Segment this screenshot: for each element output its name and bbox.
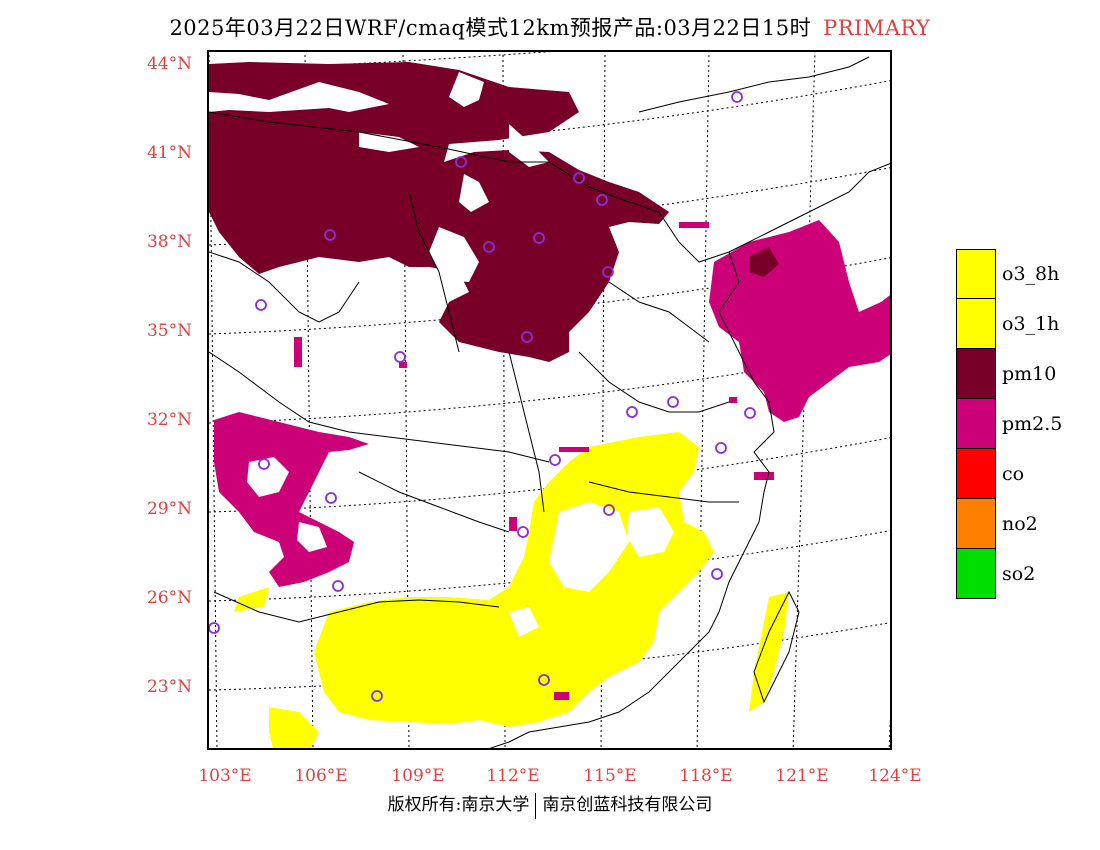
lat-label-44: 44°N	[146, 54, 192, 74]
copyright-left: 版权所有:南京大学	[387, 795, 530, 815]
city-marker	[744, 407, 756, 419]
city-marker	[573, 172, 585, 184]
legend-label: so2	[1002, 563, 1036, 585]
city-marker	[626, 406, 638, 418]
legend-item-pm10: pm10	[956, 349, 1062, 399]
legend: o3_8h o3_1h pm10 pm2.5 co no2 so2	[956, 249, 1062, 599]
legend-swatch	[956, 349, 996, 399]
legend-item-o3-1h: o3_1h	[956, 299, 1062, 349]
legend-item-no2: no2	[956, 499, 1062, 549]
map-canvas	[207, 50, 892, 750]
lon-label-124: 124°E	[868, 766, 922, 786]
city-marker	[332, 580, 344, 592]
legend-swatch	[956, 549, 996, 599]
city-marker	[731, 91, 743, 103]
pm25-region-west	[214, 412, 369, 587]
city-marker	[258, 458, 270, 470]
legend-item-o3-8h: o3_8h	[956, 249, 1062, 299]
legend-swatch	[956, 499, 996, 549]
pm25-region-east	[709, 220, 890, 422]
lat-label-35: 35°N	[146, 321, 192, 341]
lon-label-109: 109°E	[391, 766, 445, 786]
lon-label-121: 121°E	[775, 766, 829, 786]
city-marker	[521, 331, 533, 343]
city-marker	[667, 396, 679, 408]
city-marker	[394, 351, 406, 363]
boundaries	[209, 56, 890, 748]
map-title-text: 2025年03月22日WRF/cmaq模式12km预报产品:03月22日15时	[169, 16, 812, 40]
city-marker	[209, 622, 220, 634]
city-marker	[602, 266, 614, 278]
lat-label-23: 23°N	[146, 677, 192, 697]
copyright-divider	[535, 792, 537, 819]
legend-label: co	[1002, 463, 1025, 485]
city-marker	[603, 504, 615, 516]
lat-label-38: 38°N	[146, 232, 192, 252]
legend-item-so2: so2	[956, 549, 1062, 599]
primary-tag: PRIMARY	[823, 16, 931, 40]
city-marker	[711, 568, 723, 580]
lon-label-112: 112°E	[486, 766, 540, 786]
city-marker	[255, 299, 267, 311]
pm25-gaps-west	[247, 457, 327, 552]
city-marker	[549, 454, 561, 466]
city-marker	[517, 526, 529, 538]
pollution-map	[209, 52, 890, 748]
copyright-right: 南京创蓝科技有限公司	[542, 795, 713, 815]
city-marker	[533, 232, 545, 244]
lat-label-26: 26°N	[146, 588, 192, 608]
city-marker	[455, 156, 467, 168]
city-marker	[324, 229, 336, 241]
legend-label: o3_1h	[1002, 313, 1060, 335]
pm10-spot-east	[749, 247, 779, 277]
lon-label-103: 103°E	[198, 766, 252, 786]
legend-swatch	[956, 299, 996, 349]
pm10-region	[209, 62, 669, 362]
legend-label: no2	[1002, 513, 1038, 535]
lat-label-32: 32°N	[146, 410, 192, 430]
lon-label-106: 106°E	[294, 766, 348, 786]
city-marker	[596, 194, 608, 206]
city-markers	[209, 91, 756, 702]
legend-label: o3_8h	[1002, 263, 1060, 285]
city-marker	[371, 690, 383, 702]
legend-item-pm25: pm2.5	[956, 399, 1062, 449]
lon-label-118: 118°E	[679, 766, 733, 786]
legend-swatch	[956, 399, 996, 449]
legend-item-co: co	[956, 449, 1062, 499]
legend-label: pm2.5	[1002, 413, 1063, 435]
o3-region	[234, 432, 789, 748]
lon-label-115: 115°E	[583, 766, 637, 786]
city-marker	[325, 492, 337, 504]
map-title: 2025年03月22日WRF/cmaq模式12km预报产品:03月22日15时 P…	[0, 12, 1100, 42]
legend-swatch	[956, 449, 996, 499]
lat-label-41: 41°N	[146, 143, 192, 163]
pm10-gaps	[209, 72, 549, 282]
city-marker	[538, 674, 550, 686]
legend-label: pm10	[1002, 363, 1057, 385]
legend-swatch	[956, 249, 996, 299]
city-marker	[483, 241, 495, 253]
o3-gaps	[509, 502, 674, 637]
pm25-dots	[294, 222, 774, 700]
city-marker	[715, 442, 727, 454]
copyright: 版权所有:南京大学 南京创蓝科技有限公司	[0, 790, 1100, 819]
lat-label-29: 29°N	[146, 499, 192, 519]
